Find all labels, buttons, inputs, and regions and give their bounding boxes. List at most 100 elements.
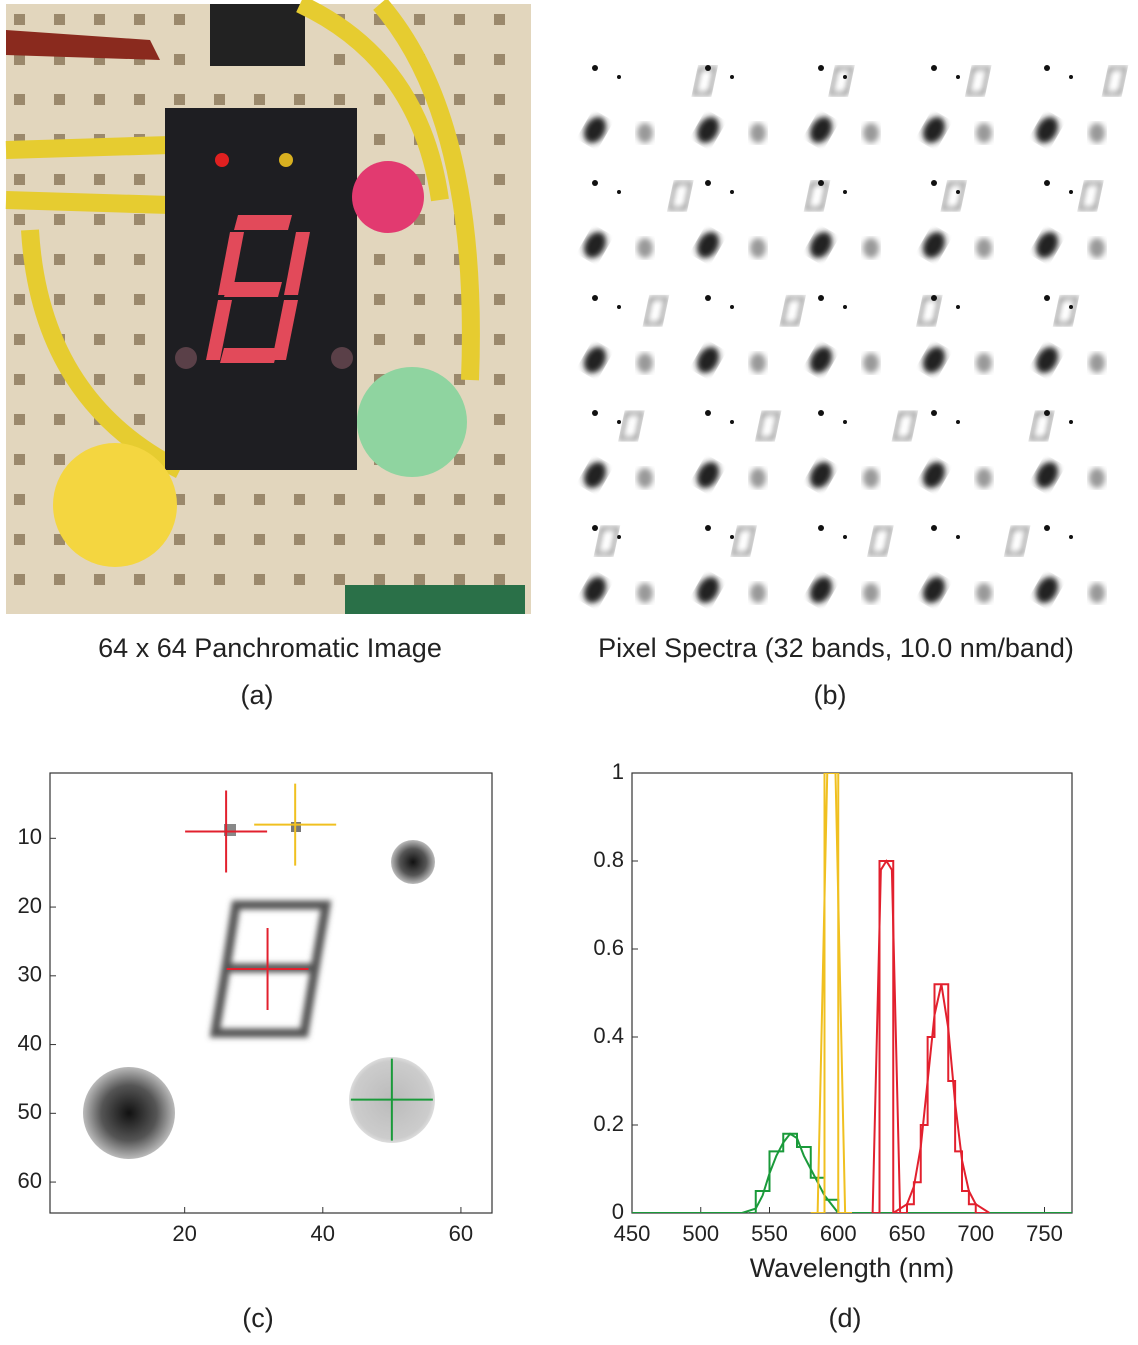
panel-label: (d) [829,1303,862,1333]
blob [750,123,766,143]
dot [843,190,847,194]
dot [592,65,598,71]
blob [805,228,836,262]
dot [1069,305,1073,309]
blob [918,343,949,377]
blob [579,458,610,492]
y-tick-label: 1 [612,759,624,784]
blob [637,468,653,488]
dot [592,295,598,301]
digit [870,528,892,554]
blob [976,353,992,373]
digit [1104,68,1126,94]
digit [943,183,965,209]
caption: Pixel Spectra (32 bands, 10.0 nm/band) [598,633,1074,663]
x-axis-title: Wavelength (nm) [750,1253,955,1283]
digit [621,413,643,439]
blob [805,458,836,492]
dot [818,295,824,301]
dot [843,535,847,539]
dot [956,535,960,539]
plot-area [632,773,1072,1213]
digit [967,68,989,94]
digit [733,528,755,554]
digit [757,413,779,439]
blob [976,583,992,603]
spectrum-line [900,984,989,1213]
x-tick-label: 750 [1026,1221,1063,1246]
blob [1089,353,1105,373]
dot [617,190,621,194]
dot [818,65,824,71]
blob [863,238,879,258]
digit [694,68,716,94]
blob [750,353,766,373]
blob [1089,238,1105,258]
dot [730,535,734,539]
dot [705,295,711,301]
x-tick-label: 650 [889,1221,926,1246]
blob [976,123,992,143]
dot [1044,65,1050,71]
blob [637,123,653,143]
blob [805,573,836,607]
blob [1031,458,1062,492]
dot [931,65,937,71]
y-tick-label: 60 [18,1168,42,1193]
digit [894,413,916,439]
digit [645,298,667,324]
dot [818,525,824,531]
blob [1031,343,1062,377]
blob [579,343,610,377]
digit [919,298,941,324]
spectrum-line [632,1134,1072,1213]
digit [1055,298,1077,324]
x-tick-label: 40 [311,1221,335,1246]
y-tick-label: 0.2 [593,1111,624,1136]
blob [918,113,949,147]
blob [637,238,653,258]
dot [843,75,847,79]
x-tick-label: 550 [751,1221,788,1246]
y-tick-label: 50 [18,1099,42,1124]
spectrum-line [811,773,852,1213]
plot-frame [632,773,1072,1213]
blob [692,458,723,492]
x-tick-label: 60 [449,1221,473,1246]
panel-label: (c) [242,1303,273,1333]
caption: 64 x 64 Panchromatic Image [98,633,442,663]
blob [976,238,992,258]
dot [956,75,960,79]
dot [1069,190,1073,194]
blob [805,113,836,147]
blob [750,583,766,603]
dot [843,305,847,309]
x-tick-label: 500 [682,1221,719,1246]
dot [1069,420,1073,424]
blob [918,458,949,492]
spectrum-line [873,861,901,1213]
dot [592,180,598,186]
blob [805,343,836,377]
dot [730,75,734,79]
blob [579,228,610,262]
dot [1044,525,1050,531]
dot [931,410,937,416]
dot [592,410,598,416]
blob [692,343,723,377]
dot [956,420,960,424]
y-tick-label: 0.6 [593,935,624,960]
blob [692,228,723,262]
dot [705,65,711,71]
y-tick-label: 40 [18,1030,42,1055]
spectra-grid [579,65,1138,607]
blob [1031,113,1062,147]
blob [750,468,766,488]
dot [617,420,621,424]
dot [705,180,711,186]
intensity-image [83,822,435,1159]
digit [782,298,804,324]
blob [863,468,879,488]
dot [931,180,937,186]
figure: 64 x 64 Panchromatic Image (a) Pixel Spe… [0,0,1138,1345]
